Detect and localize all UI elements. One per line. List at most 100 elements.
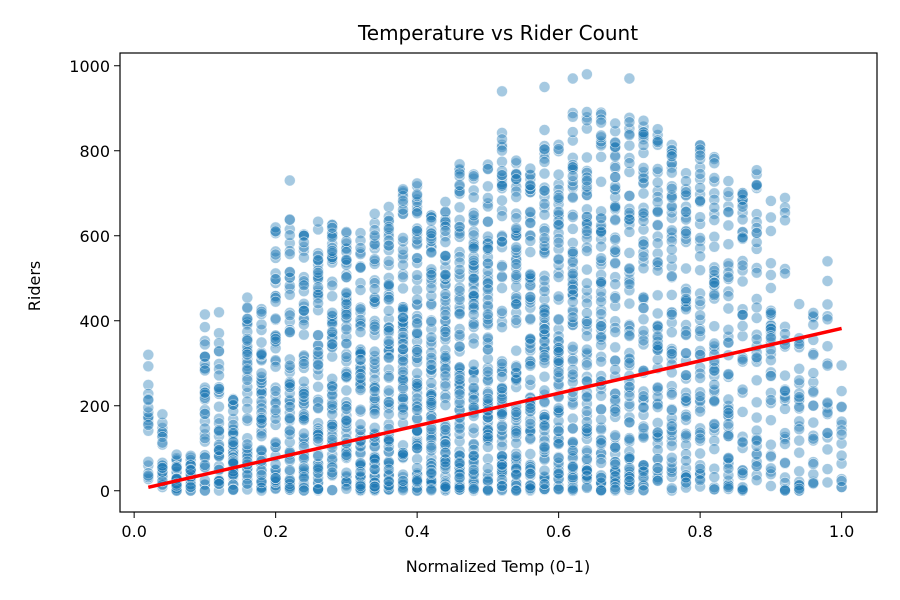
data-point — [637, 390, 650, 403]
data-point — [722, 186, 735, 198]
data-point — [510, 244, 523, 256]
data-point — [340, 294, 353, 307]
data-point — [609, 341, 622, 354]
data-point — [425, 273, 438, 285]
data-point — [411, 188, 423, 201]
data-point — [637, 128, 650, 141]
data-point — [453, 268, 466, 280]
data-point — [566, 237, 579, 249]
data-point — [623, 381, 636, 393]
data-point — [382, 402, 395, 414]
data-point — [665, 289, 678, 301]
data-point — [581, 422, 593, 435]
data-point — [524, 402, 537, 415]
data-point — [552, 189, 565, 201]
data-point — [453, 185, 466, 198]
data-point — [213, 450, 225, 463]
data-point — [283, 478, 296, 490]
data-point — [411, 346, 423, 358]
data-point — [680, 347, 692, 360]
data-point — [538, 240, 551, 252]
data-point — [227, 398, 239, 411]
data-point — [722, 407, 735, 419]
data-point — [651, 307, 664, 320]
data-point — [298, 477, 310, 490]
data-point — [524, 379, 537, 391]
data-point — [722, 409, 735, 422]
data-point — [298, 241, 310, 253]
data-point — [467, 170, 480, 182]
data-point — [482, 180, 494, 193]
data-point — [382, 398, 395, 411]
data-point — [708, 395, 721, 408]
data-point — [651, 452, 664, 465]
data-point — [397, 316, 409, 328]
data-point — [241, 291, 254, 304]
data-point — [765, 438, 777, 451]
data-point — [411, 377, 423, 390]
data-point — [326, 231, 339, 243]
data-point — [694, 264, 706, 277]
data-point — [213, 425, 225, 438]
data-point — [538, 306, 551, 319]
data-point — [467, 449, 480, 462]
data-point — [453, 221, 466, 233]
data-point — [269, 412, 282, 425]
data-point — [708, 292, 721, 305]
data-point — [326, 326, 339, 339]
data-point — [665, 182, 678, 195]
data-point — [326, 341, 339, 354]
data-point — [595, 457, 607, 469]
data-point — [581, 189, 593, 201]
data-point — [722, 418, 735, 430]
data-point — [694, 462, 706, 475]
data-point — [269, 245, 282, 258]
data-point — [581, 228, 593, 240]
data-point — [298, 471, 310, 484]
data-point — [340, 414, 353, 427]
data-point — [566, 170, 579, 182]
data-point — [453, 201, 466, 214]
data-point — [581, 343, 593, 356]
data-point — [199, 335, 211, 347]
data-point — [382, 325, 395, 337]
data-point — [411, 404, 423, 416]
data-point — [255, 376, 268, 389]
data-point — [354, 261, 367, 274]
data-point — [213, 306, 225, 319]
data-point — [807, 477, 820, 490]
data-point — [637, 325, 650, 337]
data-point — [326, 310, 339, 322]
data-point — [722, 290, 735, 302]
data-point — [382, 304, 395, 317]
data-point — [510, 253, 523, 266]
data-point — [651, 390, 664, 403]
data-point — [651, 401, 664, 413]
data-point — [227, 436, 239, 448]
data-point — [623, 325, 636, 337]
data-point — [736, 386, 749, 399]
data-point — [779, 384, 791, 397]
y-tick-label: 600 — [79, 227, 110, 246]
data-point — [326, 484, 339, 496]
data-point — [453, 445, 466, 457]
data-point — [680, 454, 692, 467]
data-point — [142, 348, 155, 361]
data-point — [581, 68, 593, 81]
data-point — [722, 475, 735, 487]
data-point — [496, 282, 508, 294]
data-point — [340, 351, 353, 364]
data-point — [595, 286, 607, 298]
data-point — [467, 250, 480, 263]
data-point — [425, 335, 438, 348]
data-point — [199, 459, 211, 471]
data-point — [298, 387, 310, 400]
data-point — [453, 291, 466, 303]
data-point — [241, 348, 254, 361]
data-point — [496, 169, 508, 181]
data-point — [694, 395, 706, 408]
data-point — [199, 321, 211, 333]
data-point — [283, 362, 296, 374]
data-point — [595, 433, 607, 446]
data-point — [665, 347, 678, 360]
